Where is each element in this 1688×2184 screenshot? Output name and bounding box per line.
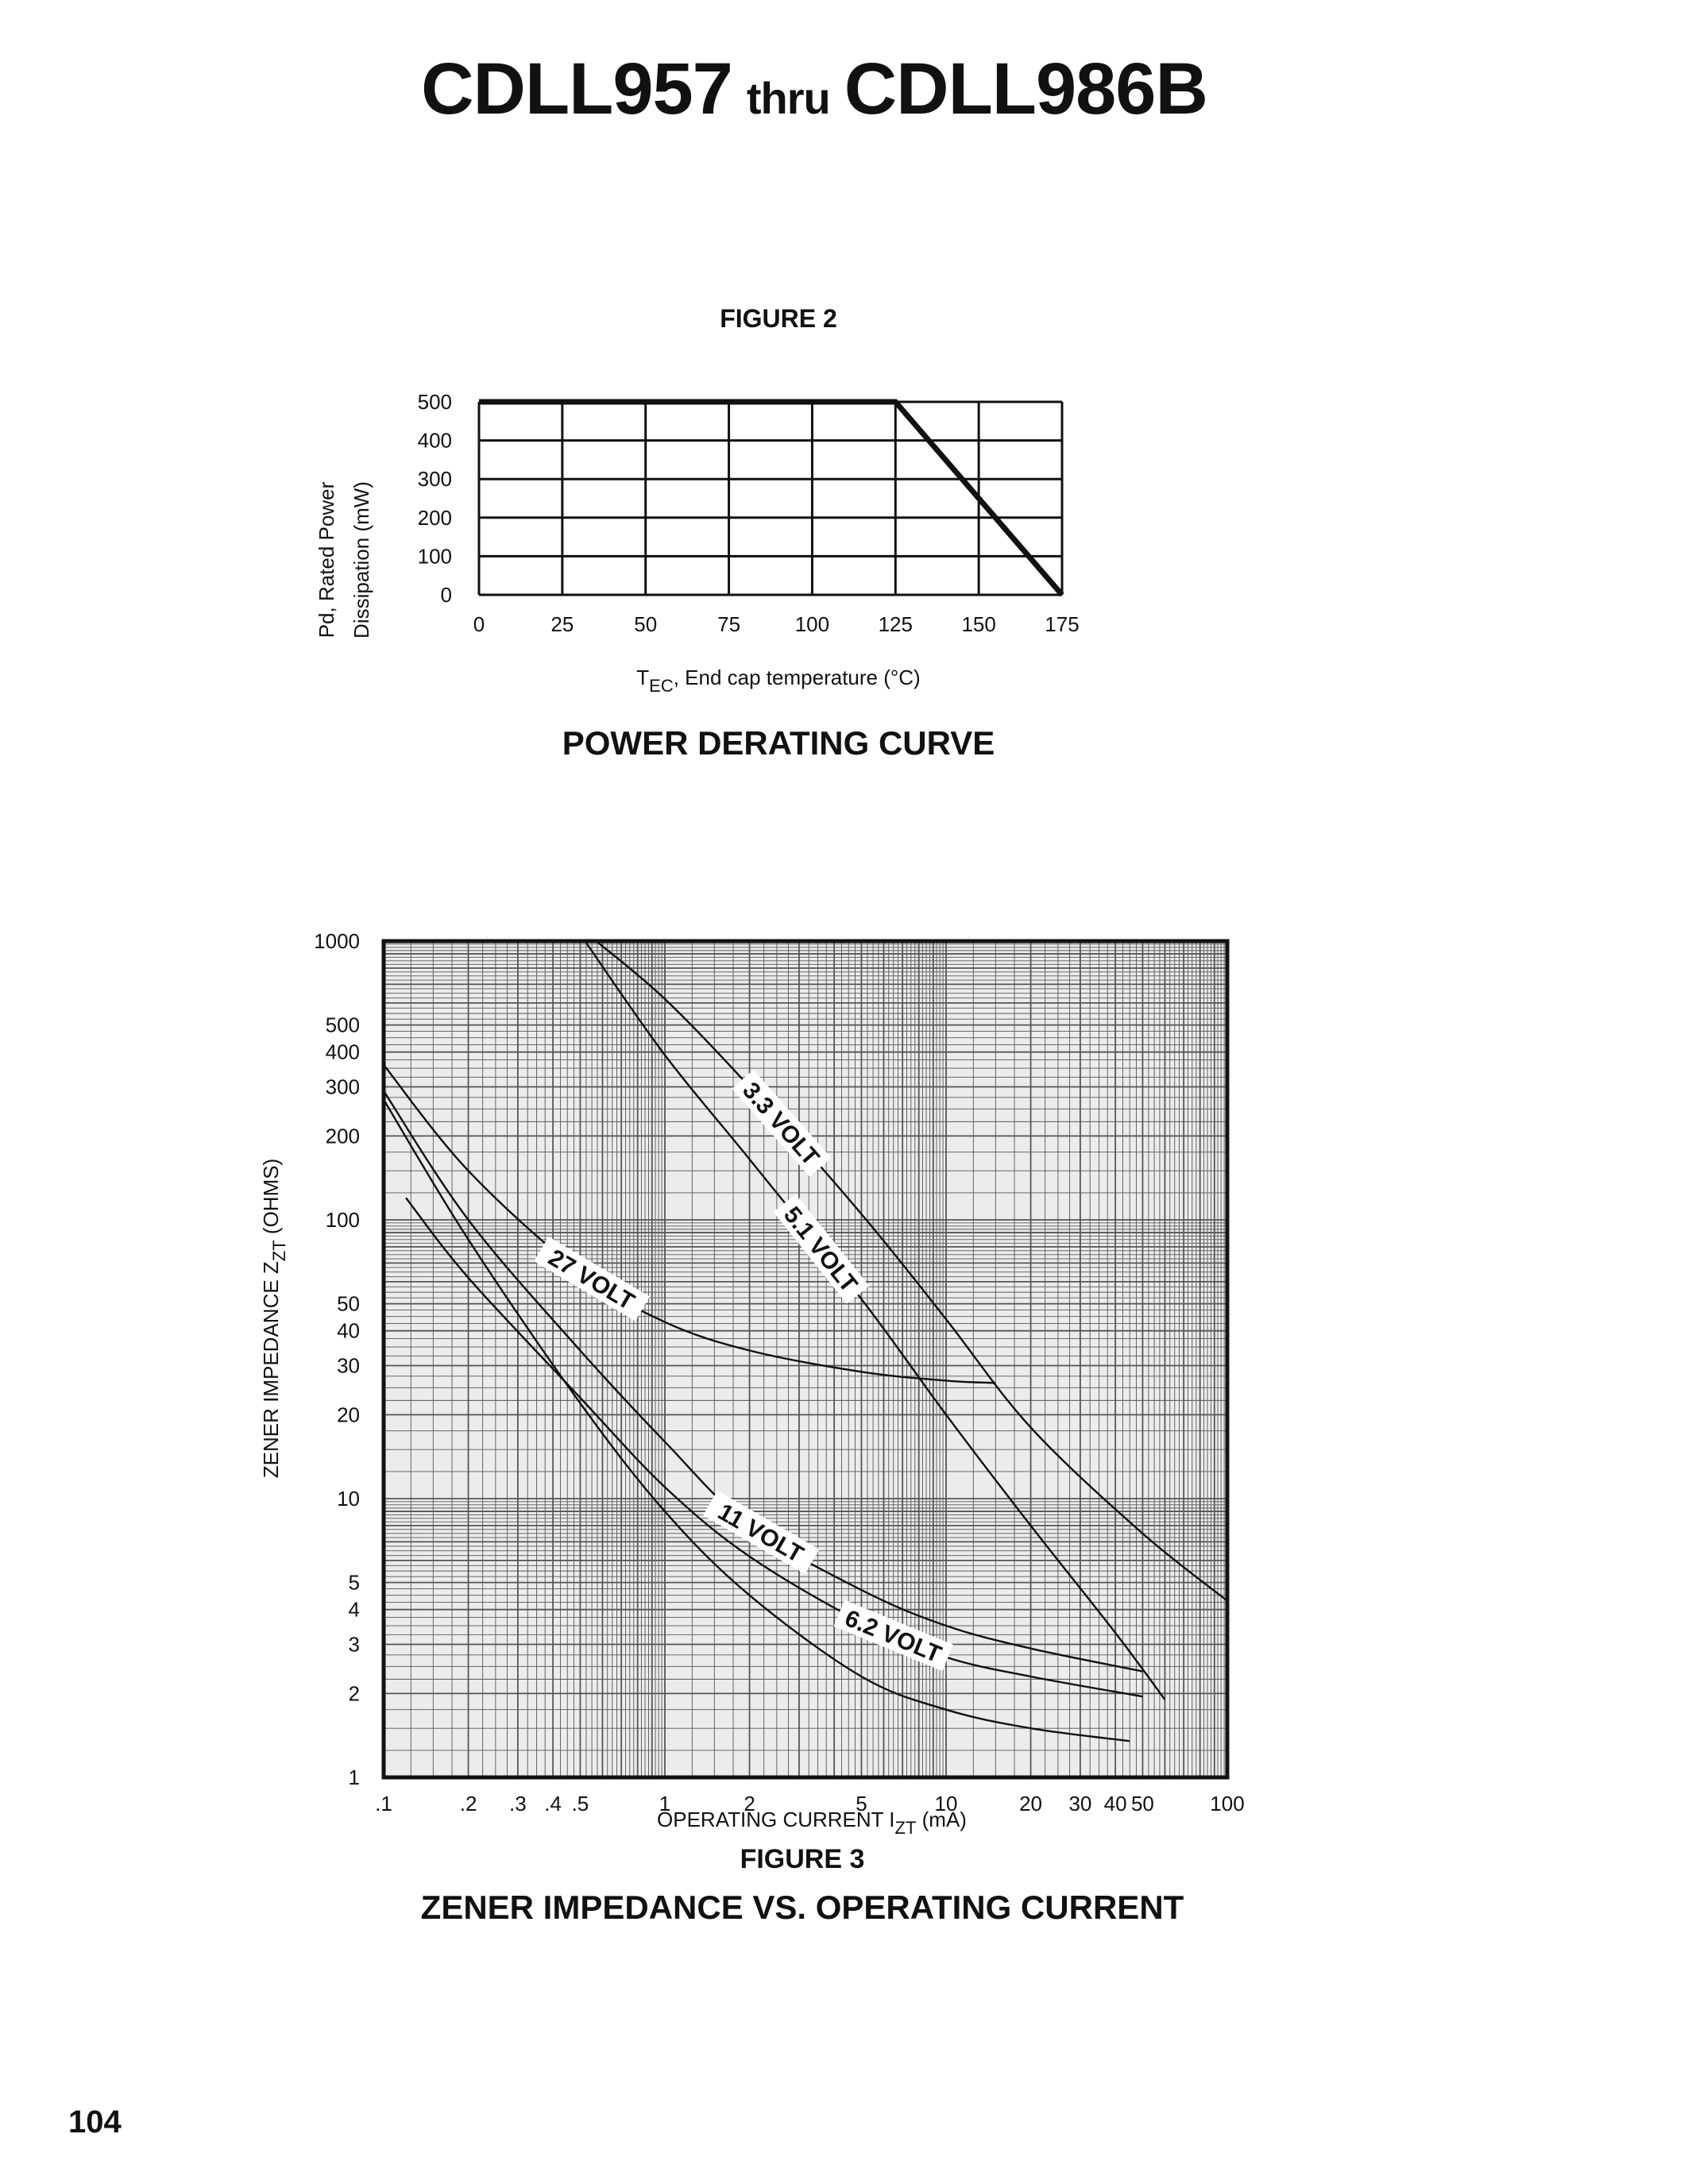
figure3-number: FIGURE 3: [740, 1844, 865, 1874]
power-derating-ylabel-2: Dissipation (mW): [350, 481, 373, 639]
x-tick-label: 1: [659, 1792, 670, 1815]
x-tick-label: 40: [1104, 1792, 1127, 1815]
y-tick-label: 500: [326, 1013, 360, 1037]
x-tick-label: 150: [961, 612, 995, 636]
title-part-right: CDLL986B: [844, 48, 1208, 129]
zener-ylabel-main: ZENER IMPEDANCE Z: [259, 1261, 283, 1478]
zener-ylabel-rest: (OHMS): [259, 1159, 283, 1241]
zener-curve-3-3-volt: [595, 940, 1228, 1602]
y-tick-label: 300: [326, 1075, 360, 1099]
x-tick-label: .5: [572, 1792, 589, 1815]
curve-label-backing: [773, 1194, 870, 1304]
y-tick-label: 300: [418, 467, 452, 491]
zener-chart-background: [384, 941, 1227, 1777]
zener-curve-27-volt: [383, 1063, 996, 1384]
power-derating-xlabel: TEC, End cap temperature (°C): [636, 666, 920, 696]
xlabel-main: T: [636, 666, 649, 689]
y-tick-label: 1: [349, 1765, 360, 1789]
y-tick-label: 4: [349, 1598, 360, 1622]
power-derating-ticks: 0 25 50 75 100 125 150 175 0 100 200 300 400 500: [418, 390, 1080, 636]
x-tick-label: 100: [795, 612, 829, 636]
y-tick-label: 400: [418, 429, 452, 453]
x-tick-label: 50: [634, 612, 657, 636]
plot-area-fill: [384, 941, 1227, 1777]
x-tick-label: 20: [1019, 1792, 1042, 1815]
y-tick-label: 20: [337, 1403, 360, 1426]
y-tick-label: 200: [326, 1124, 360, 1148]
x-tick-label: 30: [1068, 1792, 1091, 1815]
zener-chart-ticks: .1.2.3.4.5 1 2 5 10 20 30 40 50 10012345102030405…: [314, 929, 1245, 1815]
x-tick-label: .1: [375, 1792, 392, 1815]
y-tick-label: 3: [349, 1633, 360, 1657]
x-tick-label: 175: [1045, 612, 1079, 636]
x-tick-label: .3: [509, 1792, 527, 1815]
x-tick-label: .2: [460, 1792, 477, 1815]
plot-frame: [381, 939, 1230, 1780]
zener-xlabel: OPERATING CURRENT IZT (mA): [657, 1808, 967, 1838]
y-tick-label: 50: [337, 1292, 360, 1316]
x-tick-label: 100: [1210, 1792, 1244, 1815]
zener-xlabel-rest: (mA): [916, 1808, 967, 1831]
figure3-caption: ZENER IMPEDANCE VS. OPERATING CURRENT: [420, 1889, 1184, 1926]
title-part-left: CDLL957: [421, 48, 733, 129]
power-derating-ylabel: Pd, Rated Power: [315, 481, 338, 638]
zener-ylabel: ZENER IMPEDANCE ZZT (OHMS): [259, 1159, 289, 1478]
svg-text:ZENER IMPEDANCE ZZT (OHMS): ZENER IMPEDANCE ZZT (OHMS): [259, 1159, 289, 1478]
x-tick-label: 0: [473, 612, 485, 636]
curve-label-backing: [534, 1237, 650, 1322]
page-title: CDLL957 thru CDLL986B: [0, 48, 1628, 131]
y-tick-label: 5: [349, 1571, 360, 1595]
x-tick-label: .4: [544, 1792, 562, 1815]
y-tick-label: 2: [349, 1681, 360, 1705]
x-tick-label: 50: [1131, 1792, 1154, 1815]
x-tick-label: 25: [550, 612, 574, 636]
zener-xlabel-sub: ZT: [895, 1818, 917, 1838]
zener-ylabel-sub: ZT: [269, 1240, 289, 1261]
x-tick-label: 10: [935, 1792, 958, 1815]
ylabel-line2: Dissipation (mW): [350, 481, 373, 639]
y-tick-label: 30: [337, 1354, 360, 1378]
curve-label-backing: [732, 1069, 832, 1177]
xlabel-sub: EC: [649, 676, 674, 696]
figure2-caption: POWER DERATING CURVE: [562, 724, 995, 762]
power-derating-grid: [477, 400, 1064, 596]
y-tick-label: 10: [337, 1487, 360, 1511]
x-tick-label: 5: [856, 1792, 867, 1815]
zener-curve-5-1-volt: [584, 940, 1166, 1700]
y-tick-label: 500: [418, 390, 452, 414]
zener-xlabel-main: OPERATING CURRENT I: [657, 1808, 895, 1831]
y-tick-label: 100: [418, 544, 452, 568]
y-tick-label: 400: [326, 1040, 360, 1064]
figure2-number: FIGURE 2: [720, 304, 837, 333]
title-part-mid: thru: [746, 73, 831, 123]
xlabel-rest: , End cap temperature (°C): [674, 666, 921, 689]
y-tick-label: 200: [418, 506, 452, 530]
y-tick-label: 1000: [314, 929, 360, 953]
zener-chart-grid: [381, 939, 1230, 1780]
page-number: 104: [68, 2105, 122, 2140]
ylabel-line1: Pd, Rated Power: [315, 481, 338, 638]
y-tick-label: 100: [326, 1208, 360, 1232]
x-tick-label: 2: [744, 1792, 755, 1815]
power-derating-lines: [479, 399, 1064, 597]
zener-curve-6-2-volt: [405, 1197, 1143, 1698]
y-tick-label: 40: [337, 1319, 360, 1343]
x-tick-label: 75: [717, 612, 740, 636]
derating-series-line: [479, 399, 1064, 597]
y-tick-label: 0: [441, 583, 452, 607]
curve-label-backing: [833, 1599, 954, 1672]
curve-label-backing: [703, 1490, 820, 1574]
x-tick-label: 125: [879, 612, 913, 636]
zener-curve-unlabeled: [382, 1098, 1130, 1742]
